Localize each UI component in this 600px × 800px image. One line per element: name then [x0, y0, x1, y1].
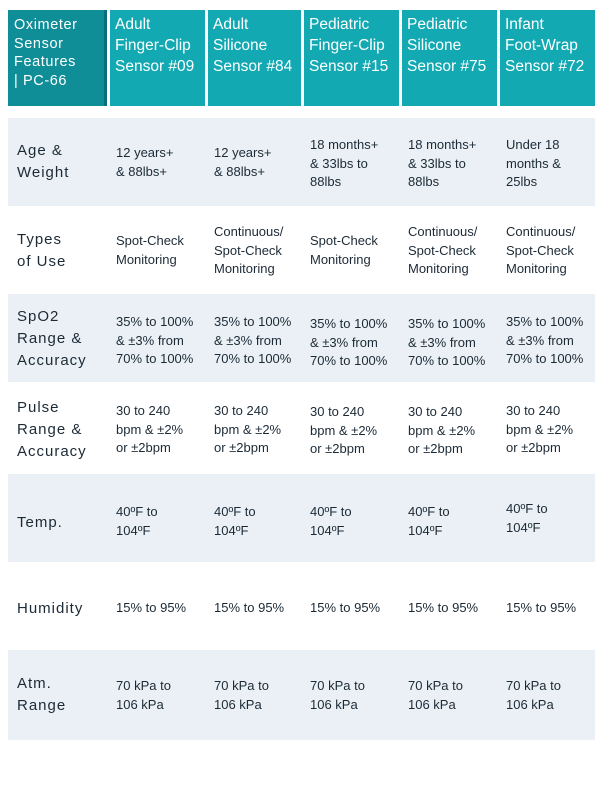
table-cell: 30 to 240 bpm & ±2% or ±2bpm	[116, 403, 184, 455]
table-row: Types of Use Spot-Check Monitoring Conti…	[8, 206, 595, 294]
table-cell: 18 months+ & 33lbs to 88lbs	[408, 137, 477, 189]
column-header: Pediatric Silicone Sensor #75	[402, 10, 497, 106]
corner-header-text: Oximeter Sensor Features | PC-66	[14, 17, 78, 89]
table-cell: 15% to 95%	[116, 600, 187, 615]
table-cell: 35% to 100% & ±3% from 70% to 100%	[214, 314, 292, 366]
table-cell: 70 kPa to 106 kPa	[214, 678, 269, 712]
table-cell: Continuous/ Spot-Check Monitoring	[506, 224, 576, 276]
table-cell: 15% to 95%	[214, 600, 285, 615]
table-cell: 30 to 240 bpm & ±2% or ±2bpm	[310, 404, 378, 456]
column-header: Adult Finger-Clip Sensor #09	[110, 10, 205, 106]
table-cell: 40ºF to 104ºF	[116, 504, 158, 538]
table-cell: 40ºF to 104ºF	[408, 504, 450, 538]
row-label: SpO2 Range & Accuracy	[17, 308, 87, 369]
column-header-text: Adult Silicone Sensor #84	[213, 16, 293, 75]
table-row: Age & Weight 12 years+ & 88lbs+ 12 years…	[8, 118, 595, 206]
table-cell: 15% to 95%	[408, 600, 479, 615]
table-cell: 30 to 240 bpm & ±2% or ±2bpm	[506, 403, 574, 455]
row-label: Temp.	[17, 514, 63, 531]
column-header: Pediatric Finger-Clip Sensor #15	[304, 10, 399, 106]
table-cell: 35% to 100% & ±3% from 70% to 100%	[506, 314, 584, 366]
table-cell: 35% to 100% & ±3% from 70% to 100%	[408, 316, 486, 368]
table-row: Pulse Range & Accuracy 30 to 240 bpm & ±…	[8, 382, 595, 470]
table-cell: 40ºF to 104ºF	[506, 501, 548, 535]
table-cell: 40ºF to 104ºF	[214, 504, 256, 538]
corner-header: Oximeter Sensor Features | PC-66	[8, 10, 107, 106]
table-cell: 70 kPa to 106 kPa	[408, 678, 463, 712]
table-row: Temp. 40ºF to 104ºF 40ºF to 104ºF 40ºF t…	[8, 474, 595, 562]
column-header: Adult Silicone Sensor #84	[208, 10, 301, 106]
table-cell: 70 kPa to 106 kPa	[116, 678, 171, 712]
table-cell: Spot-Check Monitoring	[310, 233, 378, 267]
table-cell: Continuous/ Spot-Check Monitoring	[408, 224, 478, 276]
table-row: Atm. Range 70 kPa to 106 kPa 70 kPa to 1…	[8, 650, 595, 740]
table-cell: 12 years+ & 88lbs+	[116, 145, 174, 179]
table-cell: 30 to 240 bpm & ±2% or ±2bpm	[214, 403, 282, 455]
row-label: Atm. Range	[17, 675, 67, 714]
table-row: SpO2 Range & Accuracy 35% to 100% & ±3% …	[8, 294, 595, 382]
table-cell: Continuous/ Spot-Check Monitoring	[214, 224, 284, 276]
column-header-text: Pediatric Finger-Clip Sensor #15	[309, 16, 389, 75]
table-cell: Under 18 months & 25lbs	[506, 137, 561, 189]
table-cell: 12 years+ & 88lbs+	[214, 145, 272, 179]
table-cell: 15% to 95%	[310, 600, 381, 615]
table-cell: 70 kPa to 106 kPa	[310, 678, 365, 712]
column-header-text: Pediatric Silicone Sensor #75	[407, 16, 487, 75]
row-label: Types of Use	[17, 231, 67, 270]
table-cell: 40ºF to 104ºF	[310, 504, 352, 538]
table-cell: 15% to 95%	[506, 600, 577, 615]
table-cell: 70 kPa to 106 kPa	[506, 678, 561, 712]
row-label: Humidity	[17, 600, 84, 617]
column-header-text: Infant Foot-Wrap Sensor #72	[505, 16, 585, 75]
table-cell: 35% to 100% & ±3% from 70% to 100%	[310, 316, 388, 368]
row-label: Pulse Range & Accuracy	[17, 399, 87, 460]
column-header-text: Adult Finger-Clip Sensor #09	[115, 16, 195, 75]
table-cell: Spot-Check Monitoring	[116, 233, 184, 267]
row-label: Age & Weight	[17, 142, 70, 181]
table-row: Humidity 15% to 95% 15% to 95% 15% to 95…	[8, 562, 595, 650]
column-header: Infant Foot-Wrap Sensor #72	[500, 10, 595, 106]
table-cell: 35% to 100% & ±3% from 70% to 100%	[116, 314, 194, 366]
table-cell: 30 to 240 bpm & ±2% or ±2bpm	[408, 404, 476, 456]
table-cell: 18 months+ & 33lbs to 88lbs	[310, 137, 379, 189]
